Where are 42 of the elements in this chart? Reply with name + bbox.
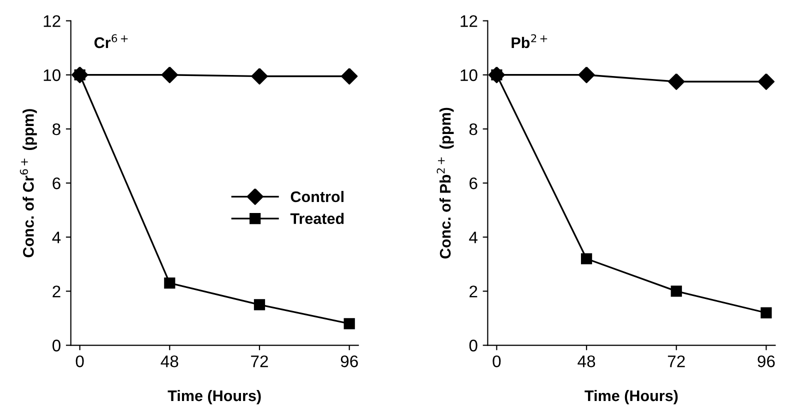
x-axis-title: Time (Hours) bbox=[584, 390, 678, 404]
y-tick-label: 4 bbox=[52, 232, 61, 244]
legend-label: Treated bbox=[290, 212, 344, 224]
x-axis-title: Time (Hours) bbox=[168, 390, 261, 404]
x-tick-label: 96 bbox=[758, 355, 775, 368]
point bbox=[668, 73, 685, 90]
point bbox=[161, 66, 178, 84]
point bbox=[760, 307, 772, 318]
y-tick-label: 8 bbox=[469, 123, 478, 136]
point bbox=[670, 286, 682, 297]
x-tick-label: 96 bbox=[340, 355, 358, 368]
y-tick-label: 0 bbox=[52, 340, 60, 352]
y-axis-title: Conc. of Pb$^{2+}$ (ppm) bbox=[436, 108, 454, 258]
y-tick-label: 8 bbox=[52, 123, 60, 136]
y-axis-title: Conc. of Cr$^{6+}$ (ppm) bbox=[20, 109, 37, 258]
x-tick-label: 48 bbox=[578, 355, 596, 368]
point bbox=[580, 253, 592, 264]
y-tick-label: 0 bbox=[469, 340, 478, 352]
y-tick-label: 12 bbox=[460, 15, 478, 27]
y-tick-label: 2 bbox=[470, 286, 478, 298]
legend-label: Control bbox=[290, 190, 344, 202]
y-tick-label: 6 bbox=[470, 177, 478, 190]
y-tick-label: 2 bbox=[52, 286, 60, 298]
point bbox=[758, 73, 775, 90]
text: Pb$^{2+}$ bbox=[512, 34, 548, 48]
point bbox=[254, 299, 266, 310]
point bbox=[578, 66, 595, 84]
y-tick-label: 10 bbox=[460, 69, 478, 82]
x-tick-label: 72 bbox=[668, 355, 685, 368]
point bbox=[164, 278, 176, 289]
x-tick-label: 72 bbox=[251, 355, 268, 368]
y-tick-label: 6 bbox=[52, 177, 60, 190]
y-tick-label: 12 bbox=[44, 15, 60, 27]
y-tick-label: 10 bbox=[44, 69, 60, 82]
text: Cr$^{6+}$ bbox=[94, 34, 128, 48]
point bbox=[344, 318, 355, 330]
point bbox=[251, 68, 268, 85]
y-tick-label: 4 bbox=[469, 232, 478, 244]
x-tick-label: 0 bbox=[76, 355, 84, 368]
x-tick-label: 48 bbox=[160, 355, 178, 368]
x-tick-label: 0 bbox=[492, 355, 501, 368]
point bbox=[341, 68, 358, 85]
